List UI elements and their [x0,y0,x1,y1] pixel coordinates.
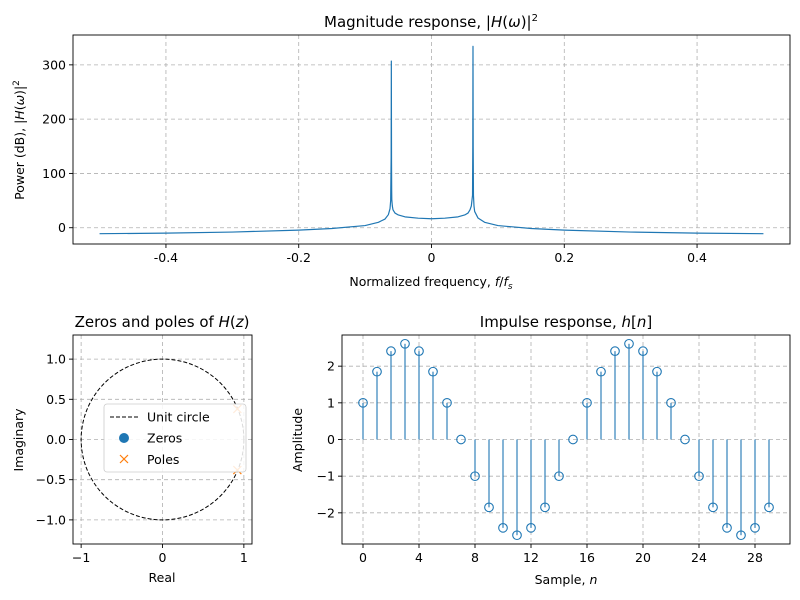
impulse-marker [736,530,746,541]
magnitude-ytick-label: 0 [58,220,66,235]
magnitude-title: Magnitude response, |H(ω)|2 [324,13,538,31]
zeros-poles-title: Zeros and poles of H(z) [75,313,250,331]
magnitude-grid [73,35,790,244]
impulse-marker [624,338,634,349]
magnitude-ytick-label: 200 [42,112,66,127]
zeros-poles-xtick-label: −1 [72,550,90,565]
legend-poles-label: Poles [147,452,179,467]
impulse-marker [484,502,494,513]
impulse-ytick-label: −2 [317,505,335,520]
legend-zeros-swatch [119,433,129,443]
impulse-marker [372,366,382,377]
impulse-xtick-label: 12 [523,550,539,565]
impulse-marker [764,502,774,513]
legend-box [103,403,247,473]
impulse-marker [470,471,480,482]
impulse-marker [666,397,676,408]
impulse-marker [680,434,690,445]
magnitude-response-panel: -0.4 -0.2 0 0.2 0.4 0 100 200 300 Magnitude resp… [12,13,791,292]
zeros-poles-ytick-label: 1.0 [46,352,66,367]
zeros-poles-panel: −1 0 1 −1.0 −0.5 0.0 0.5 1.0 Zeros and poles of… [11,313,253,585]
impulse-marker [708,502,718,513]
magnitude-xtick-label: -0.4 [154,250,178,265]
impulse-marker [526,523,536,533]
impulse-marker [582,397,592,408]
magnitude-xtick-label: -0.2 [287,250,311,265]
legend-unit-circle-label: Unit circle [147,410,210,425]
impulse-marker [358,397,368,408]
impulse-marker [652,366,662,377]
impulse-xtick-label: 28 [747,550,763,565]
impulse-marker [750,523,760,533]
impulse-ytick-label: 1 [327,395,335,410]
magnitude-xtick-label: 0.2 [554,250,574,265]
impulse-marker [498,523,508,533]
impulse-marker [596,366,606,377]
zeros-poles-ylabel: Imaginary [11,408,26,472]
magnitude-ytick-label: 300 [42,57,66,72]
magnitude-xlabel: Normalized frequency, f/fs [349,274,513,292]
impulse-stems [358,338,774,541]
legend-poles-swatch [119,454,129,464]
magnitude-ticks: -0.4 -0.2 0 0.2 0.4 0 100 200 300 [42,57,707,265]
impulse-ytick-label: −1 [317,469,335,484]
impulse-xlabel: Sample, n [535,572,598,587]
impulse-ylabel: Amplitude [290,408,305,472]
zeros-poles-ytick-label: 0.0 [46,432,66,447]
magnitude-xtick-label: 0 [428,250,436,265]
zeros-poles-xlabel: Real [149,570,176,585]
zeros-poles-ticks: −1 0 1 −1.0 −0.5 0.0 0.5 1.0 [36,352,248,565]
impulse-marker [442,397,452,408]
impulse-marker [386,346,396,356]
impulse-marker [456,434,466,445]
zeros-poles-xtick-label: 0 [159,550,167,565]
magnitude-xtick-label: 0.4 [687,250,707,265]
impulse-marker [722,523,732,533]
impulse-marker [512,530,522,541]
magnitude-response-line [99,45,764,235]
zeros-poles-xtick-label: 1 [240,550,248,565]
impulse-marker [610,346,620,356]
impulse-marker [694,471,704,482]
impulse-marker [414,346,424,356]
magnitude-ylabel: Power (dB), |H(ω)|2 [12,80,27,200]
impulse-marker [568,434,578,445]
zeros-poles-legend: Unit circle Zeros Poles [103,403,247,473]
zeros-poles-ytick-label: −1.0 [36,512,66,527]
impulse-marker [554,471,564,482]
impulse-title: Impulse response, h[n] [480,313,652,331]
impulse-ytick-label: 0 [327,432,335,447]
impulse-xtick-label: 4 [415,550,423,565]
impulse-marker [428,366,438,377]
impulse-marker [638,346,648,356]
impulse-xtick-label: 8 [471,550,479,565]
impulse-ytick-label: 2 [327,359,335,374]
impulse-grid [342,335,790,544]
impulse-marker [400,338,410,349]
impulse-xtick-label: 16 [579,550,595,565]
legend-zeros-label: Zeros [147,431,182,446]
impulse-marker [540,502,550,513]
impulse-xtick-label: 20 [635,550,651,565]
impulse-xtick-label: 24 [691,550,707,565]
zeros-poles-ytick-label: 0.5 [46,392,66,407]
impulse-xtick-label: 0 [359,550,367,565]
magnitude-ytick-label: 100 [42,166,66,181]
zeros-poles-ytick-label: −0.5 [36,472,66,487]
